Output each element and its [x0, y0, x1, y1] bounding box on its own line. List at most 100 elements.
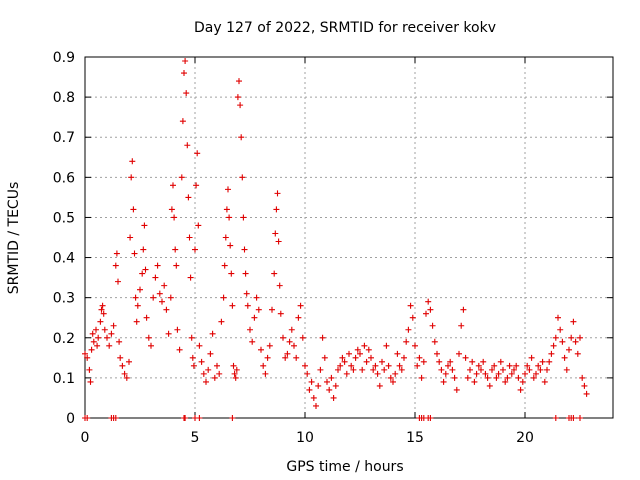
data-point	[94, 342, 101, 349]
data-point	[471, 378, 478, 385]
data-point	[420, 358, 427, 365]
data-point	[530, 374, 537, 381]
data-point	[247, 326, 253, 333]
data-point	[416, 354, 423, 361]
data-point	[194, 150, 201, 157]
data-point	[179, 118, 186, 125]
data-point	[486, 382, 493, 389]
data-point	[227, 242, 234, 249]
data-point	[277, 310, 284, 317]
data-point	[237, 102, 244, 109]
data-point	[222, 234, 229, 241]
data-point	[161, 282, 168, 289]
data-point	[299, 334, 306, 341]
data-point	[99, 302, 106, 309]
data-point	[517, 386, 524, 393]
data-point	[383, 342, 390, 349]
data-point	[346, 350, 352, 357]
data-point	[108, 330, 115, 337]
data-point	[159, 298, 165, 305]
data-point	[133, 318, 140, 325]
data-point	[321, 354, 328, 361]
data-point	[249, 338, 256, 345]
data-point	[230, 362, 237, 369]
data-point	[251, 314, 258, 321]
data-point	[460, 306, 467, 313]
data-point	[186, 234, 193, 241]
axis-ticks: 0 0.1 0.2 0.3 0.4 0.5 0.6 0.7 0.8 0.9 0 5 10 15 20	[53, 50, 613, 446]
data-point	[436, 358, 443, 365]
data-point	[409, 314, 416, 321]
data-point	[524, 362, 531, 369]
y-tick-label: 0.2	[53, 331, 75, 347]
data-point	[205, 366, 212, 373]
data-point	[368, 354, 374, 361]
data-point	[126, 358, 132, 365]
data-point	[546, 358, 553, 365]
data-point	[513, 362, 520, 369]
y-tick-label: 0.9	[53, 50, 75, 66]
data-point	[127, 234, 134, 241]
data-point	[577, 415, 583, 421]
data-point	[288, 326, 295, 333]
data-point	[319, 334, 326, 341]
data-point	[310, 394, 317, 401]
data-point	[484, 374, 491, 381]
data-point	[132, 294, 139, 301]
data-point	[239, 174, 246, 181]
data-point	[232, 374, 239, 381]
x-axis-title: GPS time / hours	[286, 459, 403, 475]
data-point	[115, 278, 121, 285]
data-point	[341, 358, 348, 365]
data-point	[168, 206, 175, 213]
data-point	[539, 358, 546, 365]
data-point	[535, 362, 542, 369]
data-point	[566, 346, 572, 353]
data-point	[324, 378, 330, 385]
data-point	[480, 358, 487, 365]
data-point	[491, 362, 498, 369]
data-point	[528, 354, 535, 361]
data-point	[557, 326, 564, 333]
data-point	[280, 334, 286, 341]
x-tick-label: 0	[81, 430, 90, 446]
plot-frame	[84, 56, 614, 419]
data-point	[544, 366, 550, 373]
data-point	[203, 378, 209, 385]
data-point	[401, 354, 407, 361]
data-point	[196, 415, 203, 421]
data-point	[295, 314, 302, 321]
data-point	[365, 346, 372, 353]
data-point	[405, 326, 412, 333]
data-point	[550, 342, 557, 349]
data-point	[145, 334, 152, 341]
data-point	[209, 330, 216, 337]
x-tick-label: 20	[516, 430, 534, 446]
data-point	[207, 350, 214, 357]
data-point	[357, 350, 363, 357]
data-point	[112, 262, 119, 269]
data-point	[225, 186, 231, 193]
data-point	[221, 262, 228, 269]
data-point	[187, 274, 194, 281]
data-point	[193, 182, 200, 189]
data-point	[223, 206, 230, 213]
data-point	[101, 326, 108, 333]
data-point	[315, 382, 322, 389]
data-point	[381, 366, 388, 373]
data-point	[264, 354, 271, 361]
data-point	[143, 314, 150, 321]
data-point	[533, 370, 539, 377]
data-point	[337, 362, 344, 369]
data-point	[170, 182, 176, 189]
data-point	[335, 366, 341, 373]
data-point	[504, 374, 511, 381]
data-point	[429, 322, 436, 329]
data-point	[134, 302, 141, 309]
data-point	[372, 362, 379, 369]
data-point	[508, 370, 515, 377]
data-point	[260, 362, 267, 369]
data-point	[123, 374, 130, 381]
data-point	[286, 338, 293, 345]
data-point	[427, 415, 434, 421]
